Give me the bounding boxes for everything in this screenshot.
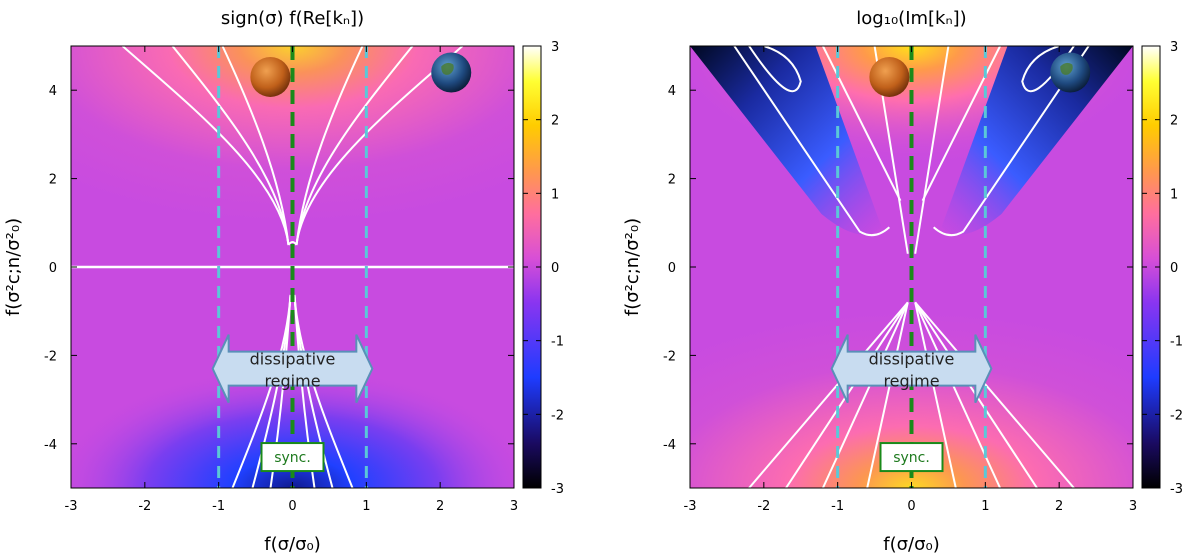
x-axis-label: f(σ/σ₀) xyxy=(264,534,320,555)
colorbar-tick-label: 3 xyxy=(1170,40,1178,55)
planet-venus-icon xyxy=(250,56,291,97)
dark-region-right xyxy=(941,46,1133,235)
x-tick-label: 2 xyxy=(1055,499,1063,514)
x-tick-label: 2 xyxy=(436,499,444,514)
colorbar-tick-label: 1 xyxy=(551,187,559,202)
sync-label: sync. xyxy=(893,450,930,466)
colorbar-tick-label: 3 xyxy=(551,40,559,55)
colorbar-tick-label: -3 xyxy=(1170,482,1183,497)
dissipative-regime-arrow xyxy=(830,334,993,404)
y-tick-label: 4 xyxy=(668,84,676,99)
x-tick-label: 1 xyxy=(981,499,989,514)
y-tick-label: -4 xyxy=(44,438,57,453)
y-tick-label: 0 xyxy=(668,261,676,276)
colorbar-tick-label: 0 xyxy=(551,261,559,276)
x-tick-label: 0 xyxy=(907,499,915,514)
panel-title: sign(σ) f(Re[kₙ]) xyxy=(221,8,364,29)
x-tick-label: -2 xyxy=(138,499,151,514)
earth-landmass xyxy=(1060,62,1073,75)
sync-box xyxy=(260,442,325,473)
colorbar-tick-label: -1 xyxy=(1170,335,1183,350)
dissipative-regime-label: regime xyxy=(264,372,320,391)
colorbar-tick-label: -1 xyxy=(551,335,564,350)
colorbar-tick-label: -2 xyxy=(1170,408,1183,423)
dissipative-regime-label: regime xyxy=(883,372,939,391)
y-axis-label: f(σ²c;n/σ²₀) xyxy=(3,218,24,316)
y-tick-label: 2 xyxy=(49,173,57,188)
panel-title: log₁₀(Im[kₙ]) xyxy=(856,8,966,29)
x-tick-label: -1 xyxy=(831,499,844,514)
x-tick-label: -3 xyxy=(65,499,78,514)
dissipative-regime-label: dissipative xyxy=(869,350,955,369)
colorbar-tick-label: 1 xyxy=(1170,187,1178,202)
sync-box xyxy=(879,442,944,473)
x-tick-label: 0 xyxy=(288,499,296,514)
y-tick-label: -2 xyxy=(44,349,57,364)
colorbar-tick-label: 2 xyxy=(551,114,559,129)
y-tick-label: 2 xyxy=(668,173,676,188)
y-tick-label: 4 xyxy=(49,84,57,99)
x-tick-label: -2 xyxy=(757,499,770,514)
earth-landmass xyxy=(441,62,454,75)
planet-venus-icon xyxy=(869,56,910,97)
sync-label: sync. xyxy=(274,450,311,466)
colorbar-tick-label: 0 xyxy=(1170,261,1178,276)
panel-2: dissipative regime sync. -3 -2 -1 0 1 2 3 4 2 0 -2 -4 l… xyxy=(622,8,1183,555)
y-axis-label: f(σ²c;n/σ²₀) xyxy=(622,218,643,316)
y-tick-label: 0 xyxy=(49,261,57,276)
x-tick-label: -1 xyxy=(212,499,225,514)
x-tick-label: 3 xyxy=(1129,499,1137,514)
dark-region-left xyxy=(690,46,882,235)
x-tick-label: 3 xyxy=(510,499,518,514)
colorbar-tick-label: -2 xyxy=(551,408,564,423)
x-tick-label: -3 xyxy=(684,499,697,514)
dissipative-regime-label: dissipative xyxy=(250,350,336,369)
colorbar-tick-label: 2 xyxy=(1170,114,1178,129)
y-tick-label: -4 xyxy=(663,438,676,453)
dissipative-regime-arrow xyxy=(211,334,374,404)
y-tick-label: -2 xyxy=(663,349,676,364)
panel-1: dissipative regime sync. -3 -2 -1 0 1 2 3 4 2 0 -2 -4 s… xyxy=(3,8,564,555)
x-tick-label: 1 xyxy=(362,499,370,514)
x-axis-label: f(σ/σ₀) xyxy=(883,534,939,555)
colorbar-tick-label: -3 xyxy=(551,482,564,497)
